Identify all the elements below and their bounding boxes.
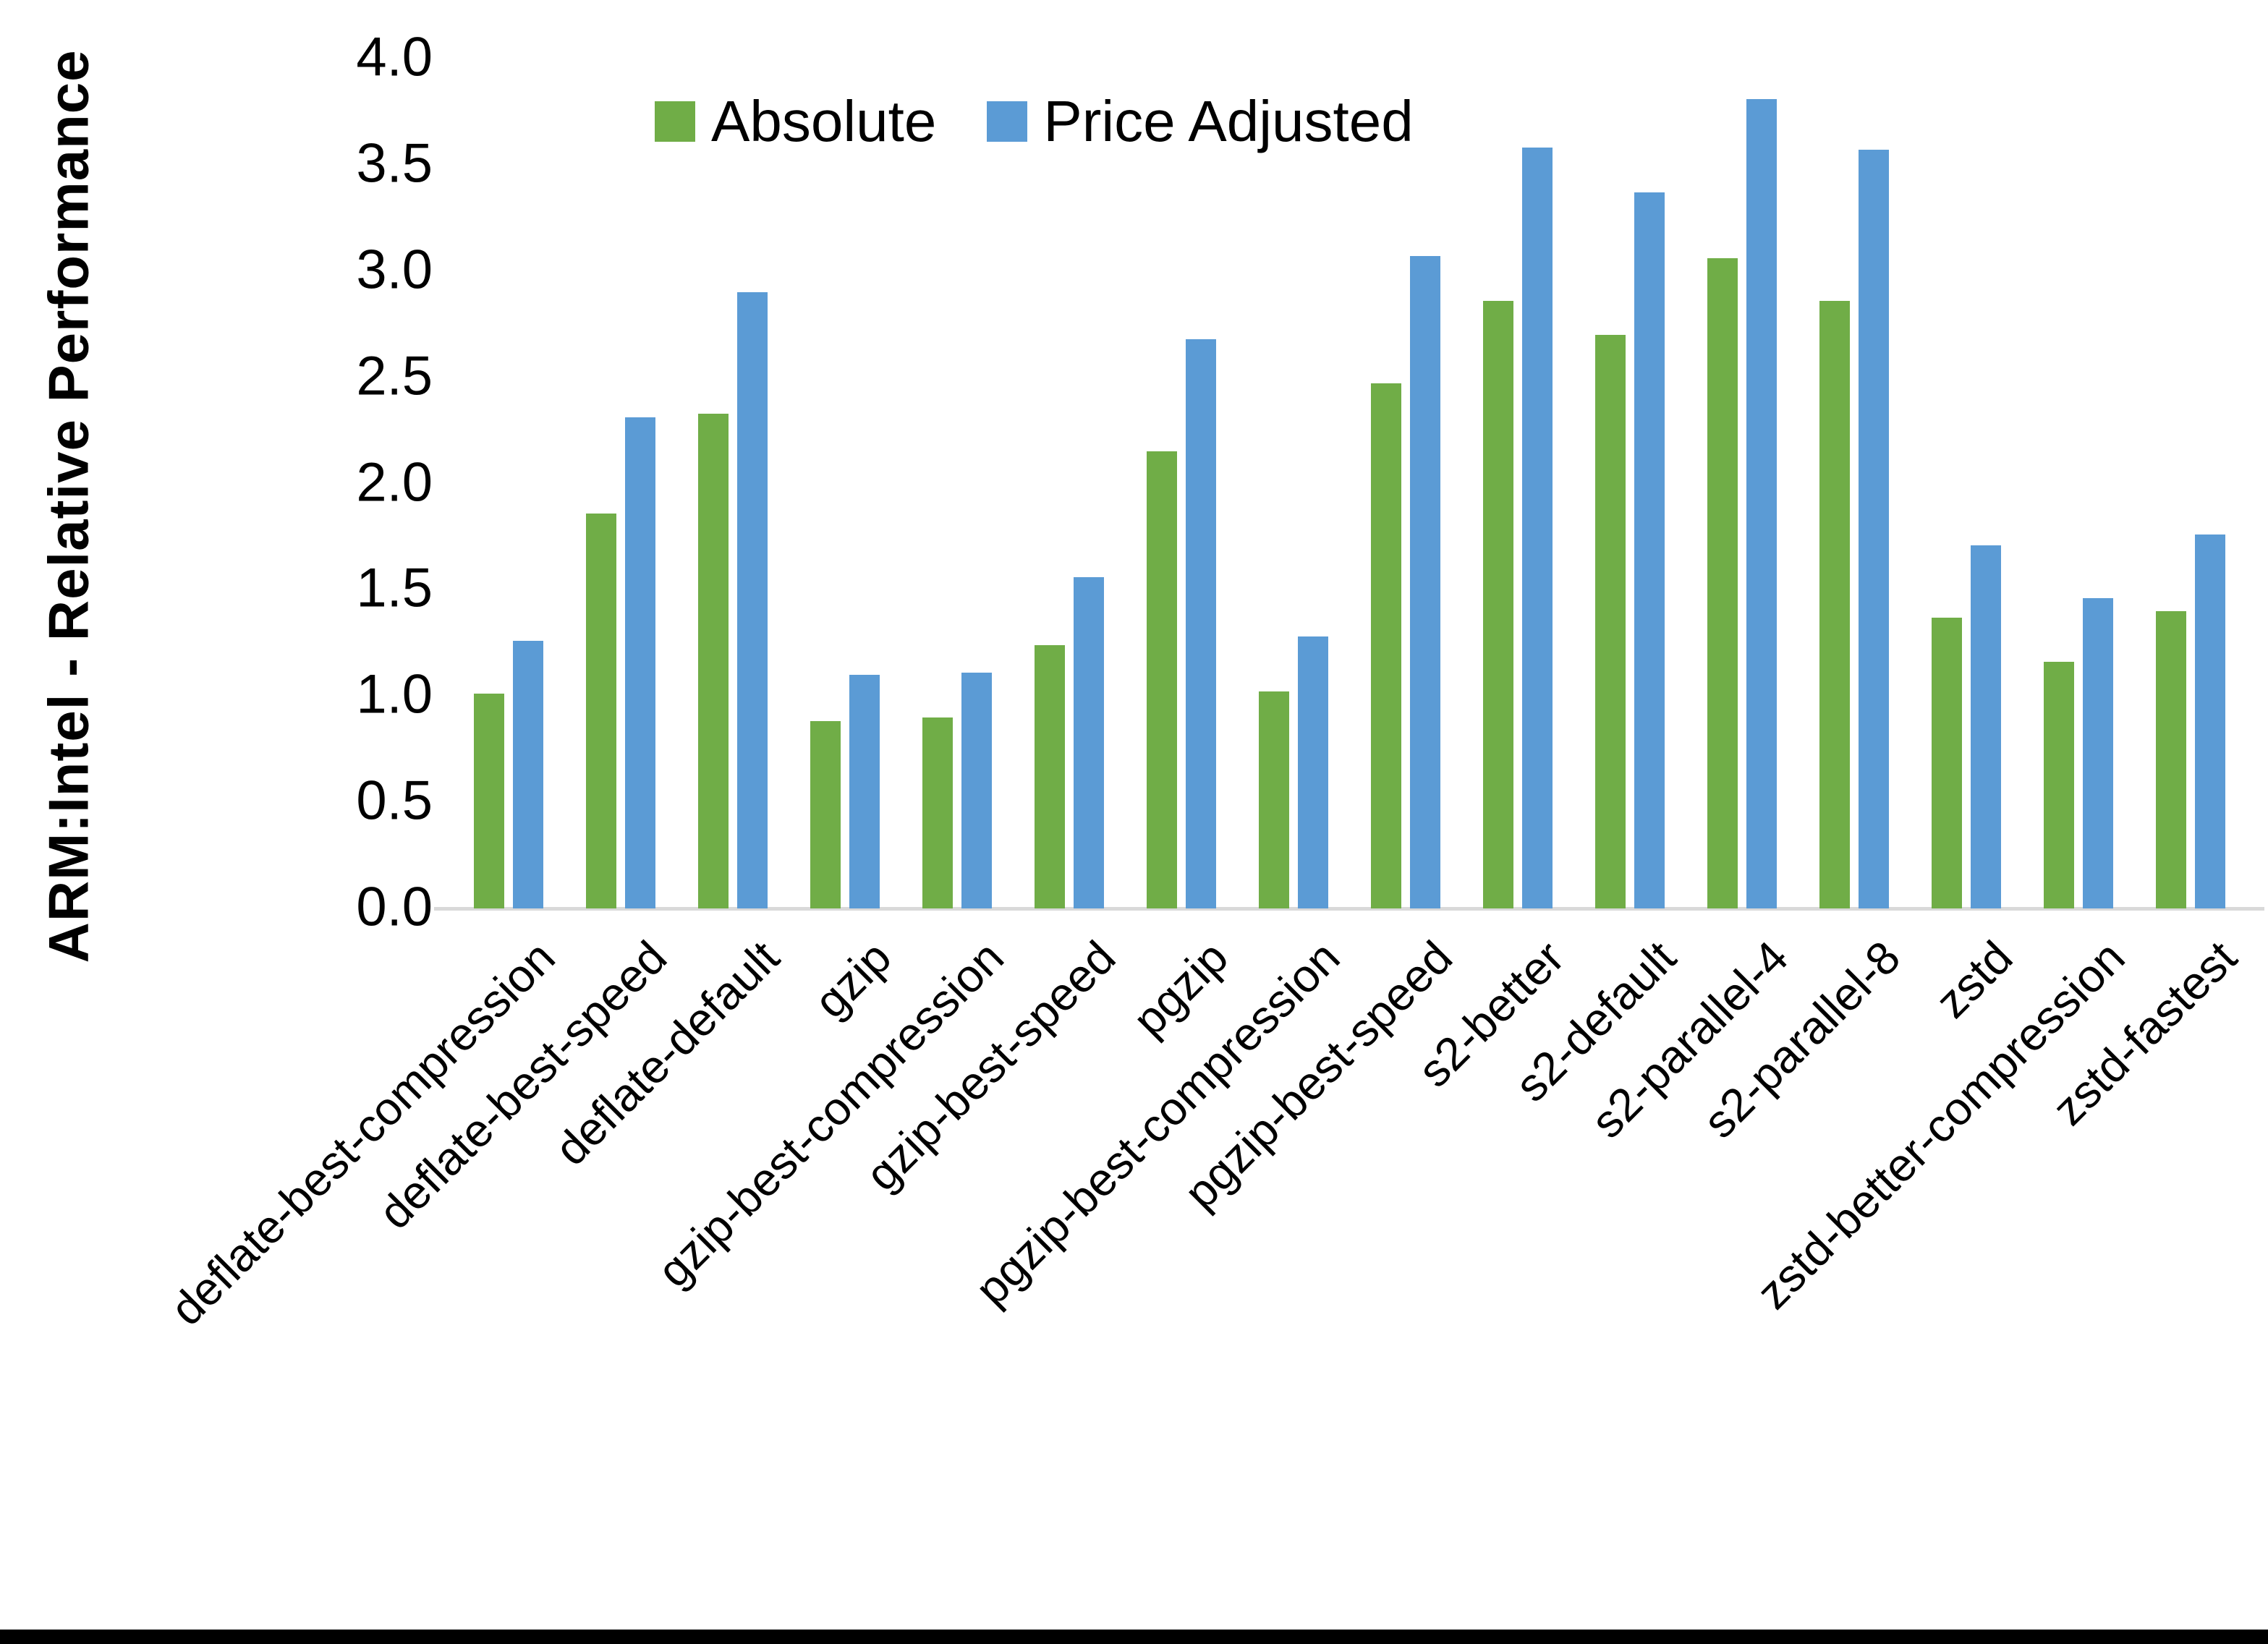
legend-swatch-price-adjusted-icon — [987, 101, 1028, 142]
bar-absolute — [473, 694, 504, 908]
bar-price-adjusted — [2082, 598, 2113, 908]
bar-price-adjusted — [736, 292, 768, 908]
x-axis-line — [434, 907, 2264, 911]
bar-price-adjusted — [512, 641, 543, 908]
bar-price-adjusted — [1297, 636, 1328, 908]
y-tick-label: 0.5 — [356, 770, 433, 832]
bar-price-adjusted — [961, 673, 992, 908]
bar-absolute — [810, 721, 841, 908]
legend: Absolute Price Adjusted — [655, 93, 1414, 150]
y-tick-label: 1.5 — [356, 557, 433, 619]
legend-item-absolute: Absolute — [655, 93, 936, 150]
y-tick-label: 0.0 — [356, 876, 433, 938]
bar-absolute — [1482, 301, 1513, 908]
bar-absolute — [1258, 691, 1289, 908]
bar-price-adjusted — [1634, 192, 1665, 908]
bar-absolute — [1370, 383, 1401, 908]
bar-absolute — [1594, 335, 1626, 908]
bar-absolute — [922, 717, 953, 908]
bar-absolute — [1146, 451, 1177, 908]
bar-price-adjusted — [1746, 99, 1777, 908]
bar-price-adjusted — [1409, 256, 1440, 908]
y-tick-label: 4.0 — [356, 26, 433, 88]
bar-absolute — [697, 414, 729, 908]
x-category-label: zstd — [1925, 931, 2023, 1028]
bar-absolute — [585, 514, 616, 908]
bottom-border — [0, 1630, 2268, 1644]
bar-absolute — [1819, 301, 1850, 908]
y-tick-label: 3.0 — [356, 239, 433, 301]
bar-absolute — [2043, 662, 2074, 908]
legend-label-absolute: Absolute — [711, 89, 937, 153]
bar-price-adjusted — [1858, 150, 1889, 908]
y-tick-label: 2.0 — [356, 451, 433, 513]
bar-absolute — [1034, 645, 1065, 908]
bar-absolute — [1931, 618, 1962, 908]
y-tick-label: 3.5 — [356, 132, 433, 195]
bar-price-adjusted — [1073, 577, 1104, 908]
bar-absolute — [2155, 611, 2186, 908]
legend-item-price-adjusted: Price Adjusted — [987, 89, 1414, 153]
bar-price-adjusted — [624, 417, 655, 908]
legend-swatch-absolute-icon — [655, 101, 695, 142]
bar-price-adjusted — [1970, 545, 2001, 908]
x-category-label: gzip — [804, 931, 901, 1028]
bar-price-adjusted — [1521, 148, 1553, 908]
bar-price-adjusted — [2194, 534, 2225, 908]
bar-absolute — [1707, 258, 1738, 908]
y-tick-label: 2.5 — [356, 345, 433, 407]
y-tick-label: 1.0 — [356, 663, 433, 725]
bar-price-adjusted — [1185, 339, 1216, 908]
bar-price-adjusted — [849, 675, 880, 908]
legend-label-price-adjusted: Price Adjusted — [1043, 89, 1414, 153]
